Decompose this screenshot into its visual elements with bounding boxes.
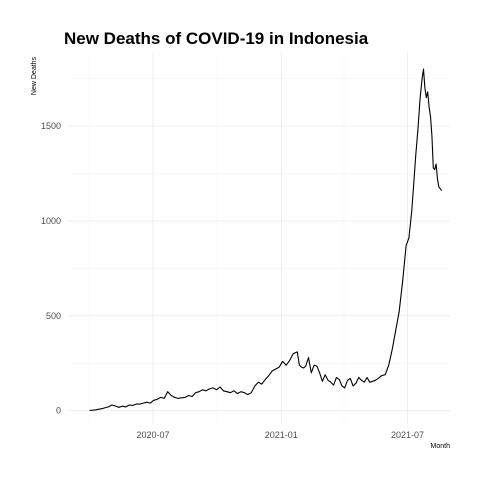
y-axis-ticks: 0 500 1000 1500 — [41, 121, 61, 416]
x-tick-label: 2021-07 — [391, 430, 424, 440]
grid — [68, 52, 450, 424]
y-tick-label: 500 — [46, 311, 61, 321]
x-tick-label: 2020-07 — [137, 430, 170, 440]
series-line — [89, 68, 443, 412]
y-tick-label: 1500 — [41, 121, 61, 131]
chart-title: New Deaths of COVID-19 in Indonesia — [64, 29, 369, 48]
x-axis-ticks: 2020-07 2021-01 2021-07 — [137, 430, 424, 440]
y-tick-label: 0 — [56, 406, 61, 416]
x-axis-title: Month — [431, 443, 451, 450]
series-layer — [89, 68, 443, 412]
y-axis-title: New Deaths — [31, 56, 38, 95]
y-tick-label: 1000 — [41, 216, 61, 226]
x-tick-label: 2021-01 — [265, 430, 298, 440]
